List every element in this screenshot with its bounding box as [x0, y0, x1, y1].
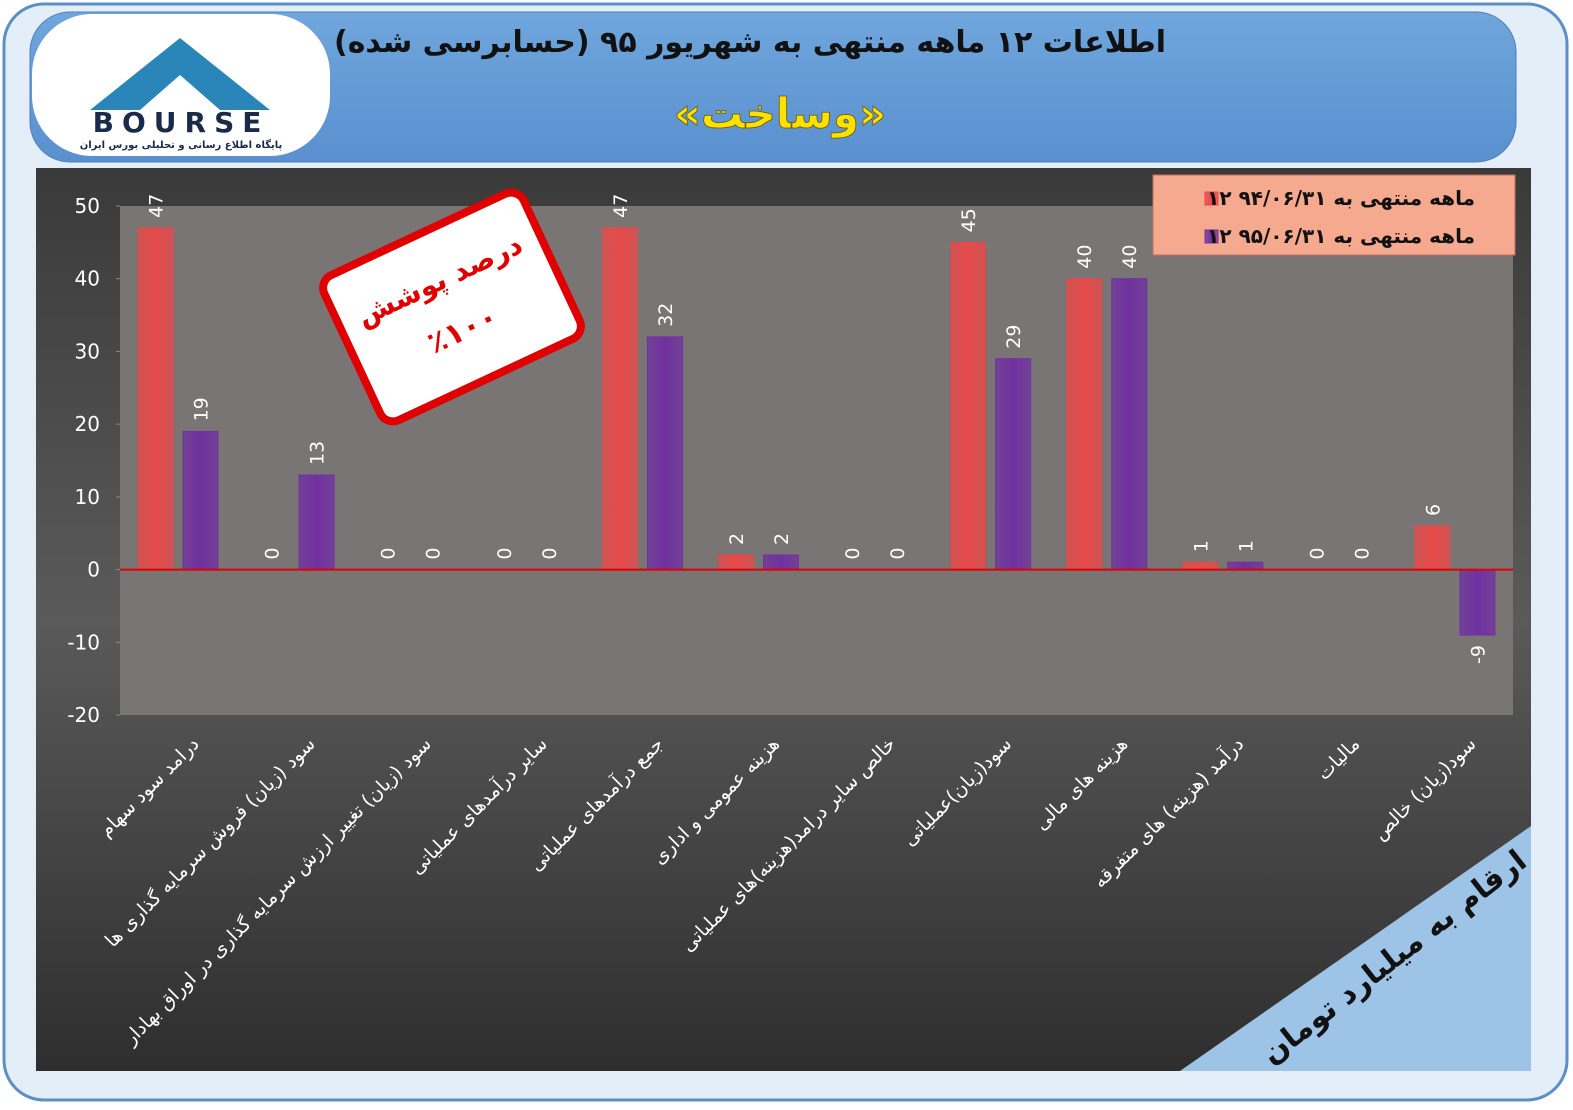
data-label: 2	[771, 533, 793, 545]
bar	[647, 337, 682, 570]
bar	[951, 242, 986, 569]
data-label: 47	[610, 194, 632, 218]
bar	[1067, 279, 1102, 570]
data-label: 0	[1351, 547, 1373, 559]
y-tick-label: 30	[75, 339, 100, 363]
y-tick-label: 10	[75, 485, 100, 509]
title: اطلاعات ۱۲ ماهه منتهی به شهریور ۹۵ (حساب…	[334, 25, 1166, 60]
logo-name: BOURSE	[93, 106, 270, 139]
logo-caption: پایگاه اطلاع رسانی و تحلیلی بورس ایران	[80, 138, 283, 151]
data-label: 29	[1003, 325, 1025, 349]
legend-label: ۱۲ ماهه منتهی به ۹۵/۰۶/۳۱	[1207, 224, 1475, 248]
data-label: 0	[423, 547, 445, 559]
data-label: 32	[655, 303, 677, 327]
bar	[1183, 562, 1218, 569]
data-label: 6	[1422, 504, 1444, 516]
data-label: 19	[191, 397, 213, 421]
bar	[1112, 279, 1147, 570]
y-tick-label: 0	[87, 558, 100, 582]
y-tick-label: 20	[75, 412, 100, 436]
data-label: 2	[726, 533, 748, 545]
data-label: 0	[842, 547, 864, 559]
data-label: 47	[146, 194, 168, 218]
data-label: 0	[494, 547, 516, 559]
data-label: 1	[1235, 540, 1257, 552]
data-label: 40	[1074, 245, 1096, 269]
y-tick-label: -10	[67, 630, 100, 654]
data-label: 0	[378, 547, 400, 559]
bar	[299, 475, 334, 570]
bar	[138, 228, 173, 570]
bar	[996, 359, 1031, 570]
bar	[1228, 562, 1263, 569]
y-tick-label: 40	[75, 267, 100, 291]
y-tick-label: -20	[67, 703, 100, 727]
bar	[718, 555, 753, 570]
data-label: 0	[1306, 547, 1328, 559]
bar	[602, 228, 637, 570]
bar	[1460, 570, 1495, 635]
data-label: 0	[262, 547, 284, 559]
bar	[763, 555, 798, 570]
company: «وساخت»	[674, 89, 886, 139]
bar	[183, 431, 218, 569]
data-label: 40	[1119, 245, 1141, 269]
data-label: 13	[307, 441, 329, 465]
data-label: 0	[539, 547, 561, 559]
data-label: 1	[1190, 540, 1212, 552]
data-label: 0	[887, 547, 909, 559]
y-tick-label: 50	[75, 194, 100, 218]
data-label: -9	[1467, 645, 1489, 664]
legend-label: ۱۲ ماهه منتهی به ۹۴/۰۶/۳۱	[1207, 186, 1475, 210]
data-label: 45	[958, 208, 980, 232]
bar	[1415, 526, 1450, 570]
